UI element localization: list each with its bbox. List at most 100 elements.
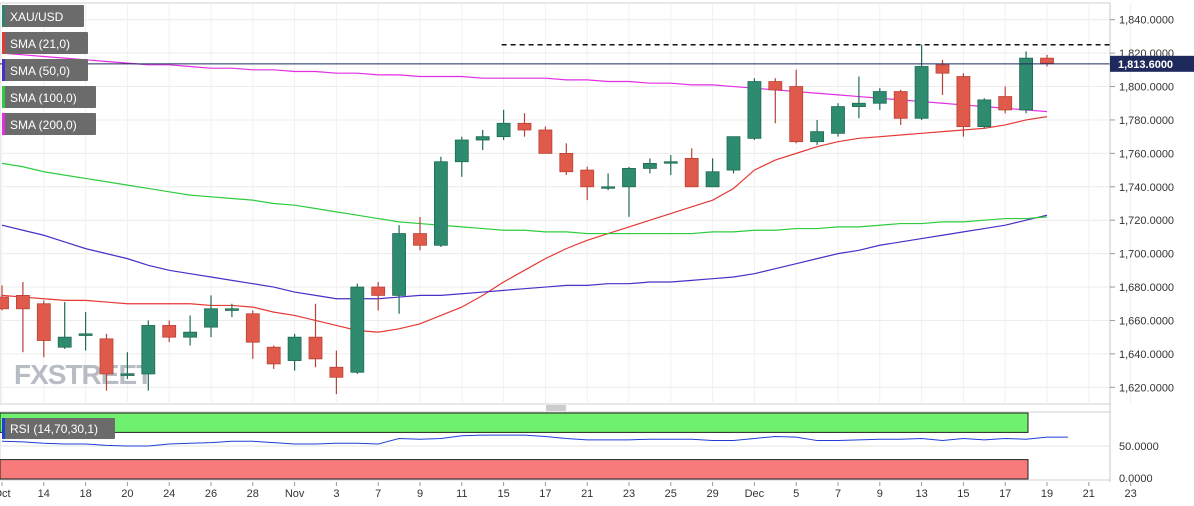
candle-body (852, 102, 866, 107)
candle-body (120, 373, 135, 376)
candle-body (183, 331, 198, 338)
rsi-oversold-zone (0, 459, 1029, 480)
candle-body (36, 303, 51, 341)
x-tick-label: 17 (539, 488, 551, 500)
y-tick-label: 1,840.0000 (1119, 15, 1174, 27)
y-tick-label: 1,700.0000 (1119, 249, 1174, 261)
candle (475, 129, 490, 151)
x-tick-label: 17 (999, 488, 1011, 500)
sma-line-3 (1, 52, 1048, 113)
x-tick-label: 18 (79, 488, 91, 500)
y-tick-label: 1,660.0000 (1119, 315, 1174, 327)
x-tick-label: 19 (1041, 488, 1053, 500)
legend-sma-21[interactable]: SMA (21,0) (2, 32, 88, 54)
candle (454, 136, 469, 177)
candle-body (141, 325, 156, 375)
candle (810, 119, 824, 146)
legend-instrument[interactable]: XAU/USD (2, 5, 84, 27)
candle-body (371, 286, 386, 296)
legend-sma-50[interactable]: SMA (50,0) (2, 59, 88, 81)
candle (1019, 51, 1033, 114)
x-tick-label: Oct (0, 488, 11, 500)
candle (15, 282, 30, 353)
pane-resize-handle[interactable] (546, 405, 566, 411)
candle-body (224, 308, 239, 311)
candle (643, 158, 657, 174)
x-tick-label: 21 (581, 488, 593, 500)
x-tick-label: 24 (163, 488, 175, 500)
x-tick-label: 15 (497, 488, 509, 500)
candle (371, 282, 386, 311)
candle (768, 78, 783, 124)
candle-body (413, 233, 427, 246)
price-grid (0, 2, 1132, 405)
candle-body (496, 122, 511, 138)
x-tick-label: 23 (1124, 488, 1136, 500)
x-tick-label: 13 (915, 488, 927, 500)
candle (162, 320, 177, 343)
candle-body (601, 186, 615, 189)
x-tick-label: Dec (745, 488, 765, 500)
legend-rsi-label: RSI (14,70,30,1) (10, 422, 98, 436)
candle-body (998, 96, 1013, 111)
candle (224, 303, 239, 318)
candle-body (914, 66, 929, 119)
legend-sma-200-label: SMA (200,0) (10, 118, 77, 132)
sma-line-0 (1, 116, 1048, 333)
candle (998, 86, 1013, 114)
candle-body (622, 168, 636, 188)
candle (663, 155, 678, 176)
candle-body (789, 86, 804, 143)
candle (517, 113, 532, 137)
candle-body (204, 308, 218, 328)
y-tick-label: 1,740.0000 (1119, 182, 1174, 194)
x-tick-label: 28 (247, 488, 259, 500)
candle (308, 303, 323, 368)
candle-body (684, 157, 699, 188)
candle-body (1019, 57, 1033, 111)
x-tick-label: 21 (1083, 488, 1095, 500)
y-tick-label: 1,800.0000 (1119, 82, 1174, 94)
candle (36, 300, 51, 358)
candle-body (538, 129, 553, 154)
candle-body (956, 76, 971, 128)
candle (183, 315, 198, 346)
candle (99, 333, 114, 391)
x-tick-label: 26 (205, 488, 217, 500)
candle-body (810, 131, 824, 143)
x-tick-label: 5 (793, 488, 799, 500)
candle-body (454, 139, 469, 163)
sma-line-2 (1, 162, 1048, 235)
y-tick-label: 1,780.0000 (1119, 115, 1174, 127)
legend-sma-100[interactable]: SMA (100,0) (2, 86, 96, 108)
candle-body (747, 81, 762, 139)
candle-body (580, 169, 595, 188)
candle-body (308, 336, 323, 360)
candle-body (893, 91, 908, 119)
candle-body (663, 161, 678, 164)
price-tag-label: 1,813.6000 (1118, 59, 1173, 71)
candle-body (329, 366, 344, 378)
y-tick-label: 1,620.0000 (1119, 382, 1174, 394)
candle-body (0, 296, 9, 310)
legend-sma-200[interactable]: SMA (200,0) (2, 113, 96, 135)
candle-body (287, 336, 302, 361)
candle (956, 73, 971, 137)
candle-body (726, 136, 741, 171)
candle (287, 333, 302, 371)
candle-body (475, 136, 490, 141)
x-tick-label: 14 (38, 488, 50, 500)
candle-body (162, 325, 177, 338)
candle-body (643, 162, 657, 169)
x-tick-label: 11 (456, 488, 467, 500)
candle-body (392, 233, 407, 296)
x-tick-label: 9 (417, 488, 423, 500)
legend-rsi[interactable]: RSI (14,70,30,1) (2, 418, 115, 439)
x-tick-label: 15 (957, 488, 969, 500)
candle (329, 350, 344, 394)
x-tick-label: 23 (623, 488, 635, 500)
candle-body (99, 338, 114, 375)
candle (747, 78, 762, 141)
sma-lines (1, 52, 1048, 333)
y-tick-label: 1,760.0000 (1119, 148, 1174, 160)
